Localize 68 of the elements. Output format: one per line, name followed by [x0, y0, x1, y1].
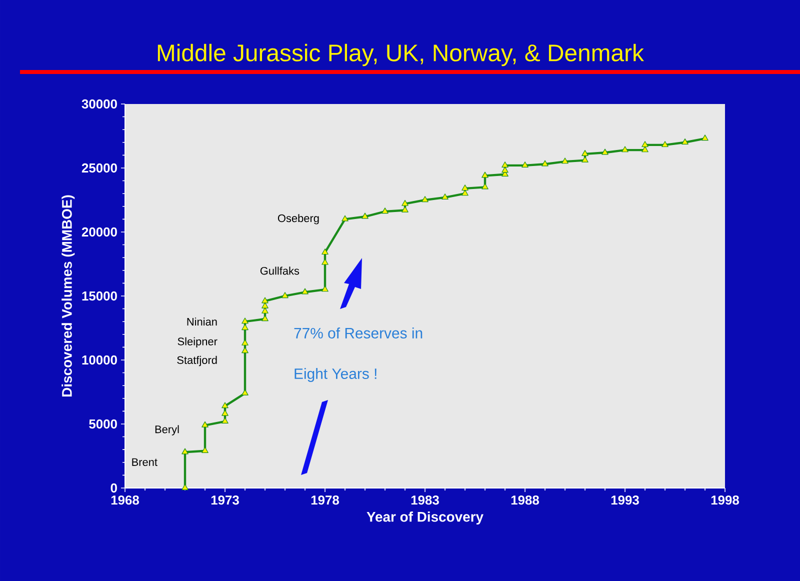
point [422, 196, 428, 202]
point [462, 190, 468, 196]
annotation: 77% of Reserves in [294, 327, 422, 338]
point [302, 288, 308, 294]
point [402, 200, 408, 206]
point [262, 302, 268, 308]
point [522, 162, 528, 168]
point [662, 141, 668, 148]
point [642, 146, 648, 152]
point [182, 448, 188, 454]
chart-title: Middle Jurassic Play, UK, Norway, & Denmark [158, 44, 644, 66]
point [202, 421, 208, 428]
point [482, 172, 488, 178]
point [582, 150, 588, 156]
y-tick-label: 15000 [82, 291, 117, 301]
x-tick-label: 1993 [611, 496, 639, 505]
y-tick-label: 10000 [82, 355, 117, 365]
point [242, 389, 248, 396]
point [642, 141, 648, 148]
point [622, 146, 628, 152]
annotation: Ninian [187, 318, 217, 326]
point [322, 286, 328, 292]
point [502, 162, 508, 168]
y-axis-title: Discovered Volumes (MMBOE) [62, 195, 75, 396]
point [562, 158, 568, 164]
point [322, 258, 328, 265]
point [382, 208, 388, 214]
point [242, 347, 248, 354]
point [262, 315, 268, 322]
point [222, 410, 228, 416]
annotation: Sleipner [178, 337, 218, 348]
point [242, 318, 248, 324]
x-tick-label: 1998 [711, 496, 740, 505]
x-tick-label: 1988 [511, 496, 540, 505]
x-tick-label: 1968 [111, 496, 140, 505]
point [222, 402, 228, 408]
y-tick-label: 0 [110, 483, 117, 493]
annotation: Oseberg [278, 214, 319, 224]
x-tick-label: 1978 [311, 496, 340, 505]
x-tick-label: 1973 [211, 496, 239, 505]
x-tick-label: 1983 [411, 496, 439, 505]
x-axis-title: Year of Discovery [366, 512, 484, 525]
point [222, 418, 228, 424]
point [342, 215, 348, 222]
annotation: Beryl [155, 425, 179, 436]
point [362, 212, 368, 219]
point [542, 160, 548, 166]
y-tick-label: 5000 [89, 419, 117, 429]
y-tick-label: 25000 [82, 163, 117, 173]
point [402, 206, 408, 212]
point [282, 292, 288, 298]
annotation: Gullfaks [260, 266, 300, 275]
point [682, 138, 688, 144]
point [502, 166, 508, 173]
y-tick-label: 20000 [82, 227, 117, 237]
point [442, 194, 448, 200]
annotation: Brent [132, 458, 158, 466]
point [262, 297, 268, 304]
point [702, 134, 708, 141]
point [482, 183, 488, 190]
point [182, 484, 188, 490]
point [602, 148, 608, 155]
point [462, 184, 468, 191]
point [322, 248, 328, 255]
y-tick-label: 30000 [82, 99, 117, 109]
point [242, 324, 248, 330]
annotation: Statfjord [177, 356, 217, 366]
annotation: Eight Years ! [294, 368, 376, 382]
